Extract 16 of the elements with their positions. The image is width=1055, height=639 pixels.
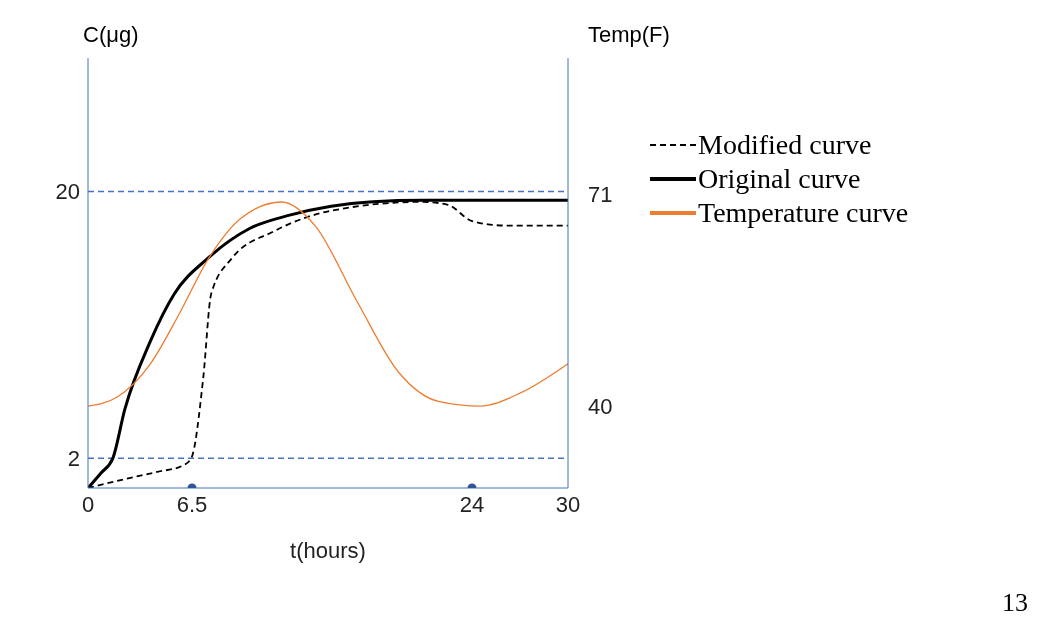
legend-label: Modified curve: [698, 128, 872, 162]
x-tick-label: 0: [81, 491, 95, 517]
y-axis-title: C(μg): [83, 22, 139, 48]
x-tick-label: 30: [555, 491, 581, 517]
y2-tick-label: 71: [588, 182, 613, 208]
legend-label: Original curve: [698, 162, 861, 196]
x-tick-label: 6.5: [176, 491, 208, 517]
legend-label: Temperature curve: [698, 196, 909, 230]
y-tick-label: 2: [67, 446, 80, 472]
text: 13: [1002, 588, 1028, 618]
y-tick-label: 20: [55, 179, 80, 205]
x-axis-title: t(hours): [290, 538, 366, 563]
y2-tick-label: 40: [588, 393, 613, 419]
x-tick-label: 24: [459, 491, 485, 517]
y2-axis-title: Temp(F): [588, 22, 670, 48]
line-series: [88, 201, 568, 407]
